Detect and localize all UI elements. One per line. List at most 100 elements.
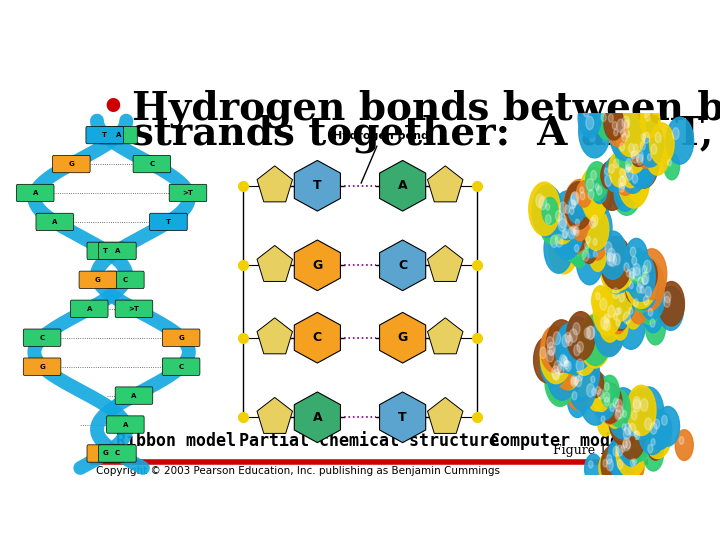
Circle shape (586, 326, 594, 340)
Circle shape (592, 379, 611, 411)
Text: Partial chemical structure: Partial chemical structure (239, 432, 499, 450)
Circle shape (619, 434, 636, 463)
Circle shape (616, 122, 634, 152)
Circle shape (598, 383, 622, 423)
Circle shape (559, 214, 567, 228)
Circle shape (601, 416, 605, 422)
Circle shape (648, 444, 653, 453)
FancyBboxPatch shape (87, 242, 125, 260)
Circle shape (591, 376, 595, 383)
Circle shape (601, 446, 624, 484)
Circle shape (576, 185, 595, 217)
Circle shape (547, 359, 574, 404)
Circle shape (607, 243, 635, 290)
Circle shape (554, 361, 562, 373)
Polygon shape (294, 392, 341, 443)
Circle shape (631, 145, 657, 188)
Text: C: C (312, 331, 322, 344)
Circle shape (587, 370, 603, 397)
Circle shape (651, 144, 657, 154)
Circle shape (617, 460, 623, 469)
Circle shape (621, 129, 625, 137)
Circle shape (567, 312, 595, 360)
Circle shape (592, 286, 610, 316)
Circle shape (644, 147, 660, 176)
Circle shape (604, 314, 609, 323)
Circle shape (598, 309, 624, 355)
Circle shape (610, 401, 634, 441)
Circle shape (631, 256, 636, 265)
Circle shape (618, 126, 637, 159)
Circle shape (567, 335, 572, 346)
Circle shape (675, 430, 693, 461)
Circle shape (612, 451, 634, 489)
Circle shape (603, 392, 610, 402)
Circle shape (636, 154, 643, 165)
Polygon shape (294, 160, 341, 211)
Circle shape (605, 242, 612, 254)
Circle shape (664, 296, 670, 307)
Circle shape (604, 157, 625, 192)
Circle shape (546, 204, 549, 210)
Circle shape (584, 208, 608, 250)
Circle shape (562, 335, 570, 347)
Circle shape (635, 431, 640, 440)
Circle shape (598, 231, 627, 279)
Circle shape (588, 381, 605, 411)
Circle shape (545, 354, 575, 407)
Circle shape (629, 292, 648, 324)
Circle shape (626, 453, 644, 482)
Circle shape (631, 411, 637, 420)
Text: G: G (39, 363, 45, 370)
Circle shape (644, 412, 671, 458)
Circle shape (563, 231, 567, 238)
Circle shape (621, 123, 639, 153)
Circle shape (626, 385, 656, 435)
Circle shape (568, 227, 575, 239)
Circle shape (541, 326, 568, 373)
Circle shape (619, 255, 640, 291)
Circle shape (622, 133, 627, 141)
Circle shape (557, 364, 564, 375)
Circle shape (613, 159, 619, 168)
Circle shape (572, 200, 576, 208)
Circle shape (644, 301, 662, 333)
Circle shape (617, 301, 645, 349)
Circle shape (644, 296, 649, 305)
Polygon shape (294, 240, 341, 291)
Circle shape (579, 104, 611, 158)
Circle shape (540, 330, 572, 384)
Text: Copyright © 2003 Pearson Education, Inc. publishing as Benjamin Cummings: Copyright © 2003 Pearson Education, Inc.… (96, 467, 500, 476)
Circle shape (634, 299, 638, 307)
Circle shape (609, 164, 614, 173)
Circle shape (575, 219, 580, 226)
Circle shape (559, 225, 576, 253)
Polygon shape (379, 312, 426, 363)
Circle shape (626, 276, 642, 303)
Circle shape (572, 213, 588, 241)
Circle shape (555, 234, 563, 247)
FancyBboxPatch shape (99, 126, 138, 144)
Circle shape (658, 287, 684, 330)
Text: T: T (103, 248, 108, 254)
Circle shape (636, 284, 642, 293)
Circle shape (585, 205, 612, 250)
Circle shape (613, 313, 618, 320)
Circle shape (570, 366, 595, 410)
Circle shape (617, 119, 624, 132)
Polygon shape (257, 318, 292, 354)
FancyBboxPatch shape (36, 213, 73, 231)
Circle shape (565, 361, 571, 371)
Text: C: C (398, 259, 408, 272)
Circle shape (620, 168, 625, 177)
Circle shape (576, 359, 584, 372)
Circle shape (623, 441, 627, 448)
Polygon shape (379, 240, 426, 291)
Circle shape (578, 374, 582, 381)
Circle shape (590, 218, 595, 228)
Circle shape (547, 342, 555, 356)
Circle shape (609, 394, 639, 446)
Circle shape (634, 431, 638, 437)
Circle shape (622, 410, 626, 417)
Circle shape (624, 312, 631, 324)
